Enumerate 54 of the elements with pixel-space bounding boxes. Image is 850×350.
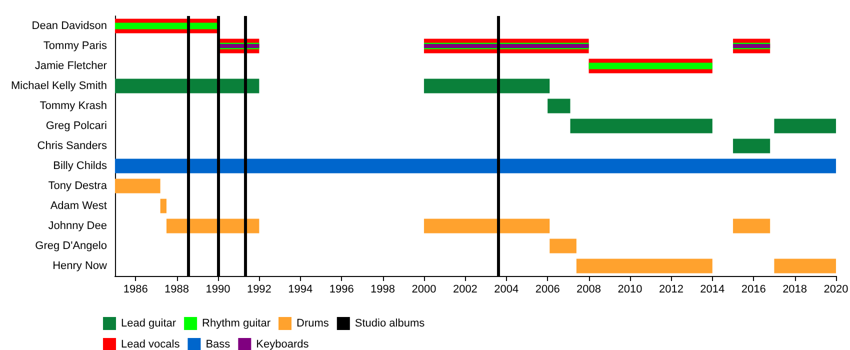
y-tick-label: Henry Now	[52, 260, 108, 272]
x-tick-label: 1988	[164, 284, 190, 296]
x-tick-label: 2018	[782, 284, 808, 296]
bar	[424, 78, 550, 94]
y-tick-label: Chris Sanders	[37, 140, 108, 152]
bar	[550, 238, 576, 254]
bar	[114, 78, 260, 94]
x-tick-label: 2010	[618, 284, 642, 296]
y-tick-label: Johnny Dee	[48, 220, 107, 232]
bar	[114, 178, 160, 194]
y-tick-label: Greg D'Angelo	[35, 240, 107, 252]
x-tick-label: 1986	[123, 284, 148, 296]
bar	[424, 218, 550, 234]
legend-label: Studio albums	[354, 318, 426, 330]
x-tick-label: 1996	[329, 284, 354, 296]
bar	[588, 62, 712, 70]
bar	[732, 218, 770, 234]
y-tick-label: Michael Kelly Smith	[10, 80, 107, 92]
legend-label: Lead vocals	[121, 338, 180, 350]
bar	[114, 22, 218, 30]
x-tick-label: 2000	[412, 284, 436, 296]
bar	[774, 118, 836, 134]
x-tick-label: 2006	[535, 284, 560, 296]
y-tick-label: Greg Polcari	[46, 120, 107, 132]
legend-label: Lead guitar	[121, 318, 176, 330]
legend-label: Drums	[296, 318, 330, 330]
bar	[576, 258, 712, 274]
x-tick-label: 2016	[741, 284, 766, 296]
legend-label: Bass	[206, 338, 231, 350]
y-tick-label: Billy Childs	[53, 160, 108, 172]
x-tick-label: 1994	[288, 284, 313, 296]
bar	[570, 118, 712, 134]
y-tick-label: Adam West	[50, 200, 107, 212]
y-tick-label: Dean Davidson	[32, 20, 107, 32]
bar	[774, 258, 836, 274]
y-tick-label: Tommy Paris	[43, 40, 108, 52]
bar	[732, 138, 770, 154]
bar	[160, 198, 166, 214]
x-tick-label: 2020	[824, 284, 848, 296]
x-tick-label: 2012	[658, 284, 684, 296]
bar	[548, 98, 570, 114]
y-tick-label: Jamie Fletcher	[34, 60, 108, 72]
legend-label: Keyboards	[256, 338, 310, 350]
x-tick-label: 2008	[576, 284, 602, 296]
x-tick-label: 2004	[494, 284, 519, 296]
x-tick-label: 1998	[370, 284, 396, 296]
legend-label: Rhythm guitar	[202, 318, 271, 330]
y-tick-label: Tony Destra	[48, 180, 108, 192]
x-tick-label: 2014	[700, 284, 725, 296]
x-tick-label: 1990	[206, 284, 230, 296]
x-tick-label: 1992	[246, 284, 272, 296]
x-tick-label: 2002	[452, 284, 478, 296]
y-tick-label: Tommy Krash	[40, 100, 107, 112]
bar	[114, 158, 836, 174]
